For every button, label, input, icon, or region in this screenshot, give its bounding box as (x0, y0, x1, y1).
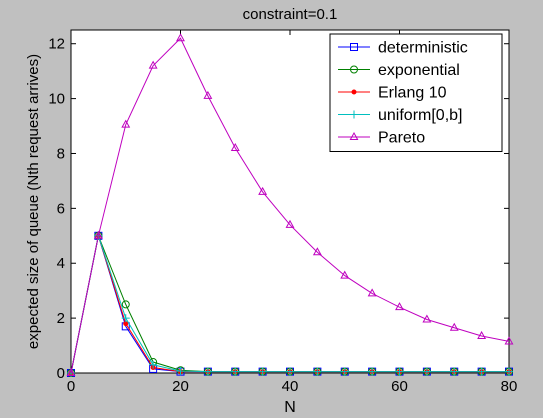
uniform-0-b-point (368, 367, 377, 376)
legend-label: deterministic (378, 40, 468, 57)
y-tick-label: 2 (57, 310, 65, 327)
erlang-10-point (123, 321, 129, 327)
y-tick-label: 4 (57, 255, 65, 272)
series-pareto (66, 33, 514, 376)
x-tick-label: 40 (282, 378, 299, 395)
pareto-point (176, 33, 185, 42)
legend-marker (350, 110, 358, 119)
series-uniform-0-b (67, 231, 513, 377)
legend-label: uniform[0,b] (378, 107, 462, 124)
legend-box (329, 33, 503, 152)
legend-item-deterministic: deterministic (338, 40, 468, 57)
pareto-point (258, 186, 268, 195)
x-axis-label: N (284, 399, 296, 416)
pareto-point (148, 60, 158, 69)
legend-label: Erlang 10 (378, 85, 447, 102)
legend-item-exponential: exponential (338, 62, 460, 79)
uniform-0-b-point (313, 367, 322, 376)
legend-marker (349, 131, 359, 140)
x-tick-label: 60 (391, 378, 408, 395)
pareto-point (312, 247, 322, 256)
legend-label: exponential (378, 62, 460, 79)
legend-item-erlang-10: Erlang 10 (338, 85, 447, 102)
legend-item-uniform-0-b: uniform[0,b] (338, 107, 462, 124)
pareto-point (477, 330, 487, 339)
legend-marker (351, 89, 357, 95)
pareto-point (367, 288, 377, 297)
pareto-point (203, 90, 213, 99)
uniform-0-b-point (203, 367, 212, 376)
uniform-0-b-point (395, 367, 404, 376)
uniform-0-b-point (450, 367, 459, 376)
pareto-line (70, 37, 510, 374)
axis-ticks: 0 20 40 60 80 0 2 4 6 8 10 12 (48, 30, 517, 395)
x-tick-label: 20 (172, 378, 189, 395)
legend-item-pareto: Pareto (338, 130, 425, 147)
pareto-point (230, 142, 240, 151)
uniform-0-b-point (505, 367, 513, 376)
y-axis-label: expected size of queue (Nth request arri… (25, 54, 42, 349)
uniform-0-b-point (477, 367, 486, 376)
uniform-0-b-point (231, 367, 240, 376)
legend-marker (350, 65, 358, 74)
x-tick-label: 80 (501, 378, 518, 395)
uniform-0-b-point (286, 367, 294, 376)
series-lines (66, 33, 514, 377)
uniform-0-b-point (340, 367, 349, 376)
uniform-0-b-point (258, 367, 267, 376)
y-tick-label: 6 (57, 200, 65, 217)
pareto-point (66, 367, 76, 376)
x-tick-label: 0 (67, 378, 75, 395)
uniform-0-b-point (121, 314, 130, 323)
y-tick-label: 8 (57, 145, 65, 162)
y-tick-label: 0 (57, 365, 65, 382)
legend: deterministic exponential Erlang 10 uniform… (329, 33, 503, 152)
pareto-point (340, 270, 350, 279)
y-tick-label: 10 (48, 91, 65, 108)
uniform-0-b-point (176, 367, 185, 376)
pareto-point (422, 314, 432, 323)
pareto-point (285, 219, 295, 228)
legend-marker (350, 43, 358, 51)
uniform-0-b-point (422, 367, 431, 376)
pareto-point (93, 230, 103, 239)
y-tick-label: 12 (48, 36, 65, 53)
pareto-point (121, 119, 131, 128)
exponential-point (121, 300, 130, 309)
uniform-0-b-point (149, 360, 158, 369)
pareto-point (449, 322, 459, 331)
pareto-point (395, 302, 404, 311)
pareto-point (504, 336, 514, 345)
chart-title: constraint=0.1 (243, 6, 338, 23)
legend-label: Pareto (378, 130, 425, 147)
